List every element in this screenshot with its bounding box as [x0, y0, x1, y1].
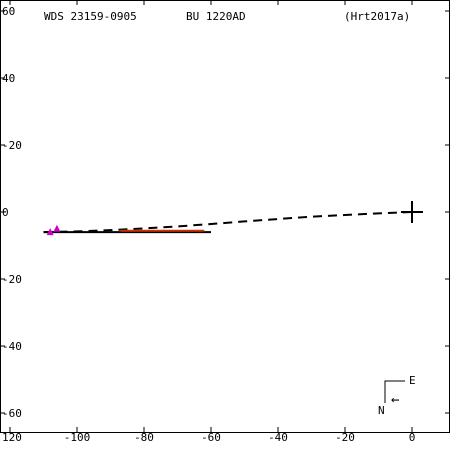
measurement-triangle: [53, 224, 61, 232]
compass: E N ←: [378, 374, 416, 417]
y-tick-label: 0: [2, 206, 9, 219]
measurement-triangle: [46, 228, 54, 236]
y-tick-label: -60: [2, 407, 22, 420]
y-tick-label: 40: [2, 72, 15, 85]
x-tick-label: -60: [201, 431, 221, 444]
plot-border: [0, 0, 450, 433]
orbit-dashed-line: [43, 211, 413, 234]
primary-star-marker: [401, 201, 423, 223]
header-right: (Hrt2017a): [344, 10, 410, 23]
x-axis-ticks: 120 -100 -80 -60 -40 -20 0: [2, 0, 415, 444]
x-tick-label: 120: [2, 431, 22, 444]
y-tick-label: 60: [2, 5, 15, 18]
compass-north-label: N: [378, 404, 385, 417]
header-left: WDS 23159-0905: [44, 10, 137, 23]
x-tick-label: -40: [268, 431, 288, 444]
x-tick-label: -100: [64, 431, 91, 444]
x-tick-label: -80: [134, 431, 154, 444]
y-tick-label: -20: [2, 139, 22, 152]
y-tick-label: -20: [2, 273, 22, 286]
y-axis-ticks: 60 40 -20 0 -20 -40 -60: [0, 5, 450, 420]
compass-axes: [384, 380, 405, 403]
x-tick-label: -20: [335, 431, 355, 444]
x-tick-label: 0: [409, 431, 416, 444]
compass-east-label: E: [409, 374, 416, 387]
measurement-points: [46, 224, 61, 236]
y-tick-label: -40: [2, 340, 22, 353]
header-center: BU 1220AD: [186, 10, 246, 23]
compass-arrow: ←: [391, 392, 399, 408]
